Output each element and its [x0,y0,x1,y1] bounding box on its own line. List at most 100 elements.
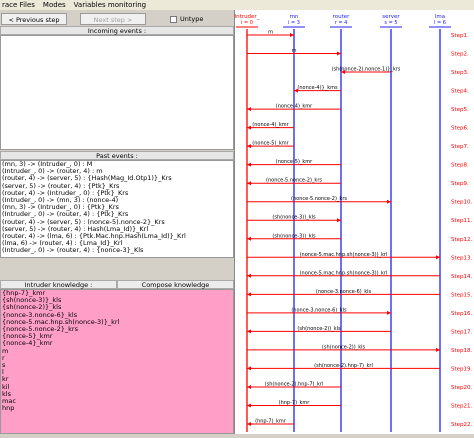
step-label: Step19. [451,366,473,372]
actor-subtitle: s = 5 [384,20,397,26]
knowledge-tabs: Intruder knowledge : Compose knowledge [0,280,234,289]
message-label: (nonce-3.nonce-6)_kls [316,289,372,295]
message-label: m [268,30,273,36]
knowledge-item[interactable]: {sh(nonce-2)}_kls [2,303,62,312]
intruder-knowledge-list[interactable]: {hnp-7}_kmr {sh(nonce-3)}_kls {sh(nonce-2)… [0,289,234,434]
step-label: Step15. [451,292,473,298]
arrowhead [387,310,391,315]
knowledge-item[interactable]: kil [2,382,10,391]
step-label: Step4. [451,89,469,95]
menu-bar: race Files Modes Variables monitoring [0,0,474,10]
knowledge-item[interactable]: {nonce-5.nonce-2}_krs [2,325,78,334]
message-label: (hnp-7)_kmr [279,400,311,406]
arrowhead [436,255,440,260]
step-label: Step3. [451,70,469,76]
left-panel: < Previous step Next step > Untype Incom… [0,10,234,434]
untype-checkbox[interactable]: Untype [170,14,203,24]
knowledge-item[interactable]: {nonce-5}_kmr [2,332,53,341]
arrowhead [247,125,251,130]
arrowhead [247,403,251,408]
message-label: (sh(nonce-3))_kls [272,215,316,221]
knowledge-item[interactable]: kls [2,389,11,398]
message-label: (hnp-7)_kmr [255,419,287,425]
past-event-row[interactable]: (router, 4) -> (server, 5) : (nonce-5).n… [2,217,165,226]
arrowhead [247,384,251,389]
step-toolbar: < Previous step Next step > Untype [0,13,234,25]
menu-modes[interactable]: Modes [42,1,66,9]
step-label: Step17. [451,329,473,335]
arrowhead [337,218,341,223]
step-label: Step18. [451,348,473,354]
step-label: Step9. [451,181,469,187]
arrowhead [247,366,251,371]
actor-subtitle: i = 3 [288,20,300,26]
message-label: (nonce-4)_kmr [252,122,289,128]
actor-subtitle: l = 6 [434,20,446,26]
arrowhead [247,181,251,186]
past-event-row[interactable]: (mn, 3) -> (Intruder_, 0) : M [2,160,93,168]
past-event-row[interactable]: (Intruder_, 0) -> (mn, 3) : (nonce-4) [2,196,119,205]
arrowhead [290,33,294,37]
message-label: (nonce-5)_kmr [252,141,289,147]
past-event-row[interactable]: (lma, 6) -> (router, 4) : {Lma_Id}_Krl [2,239,123,248]
untype-label: Untype [180,15,204,23]
step-label: Step12. [451,237,473,243]
message-label: (nonce-5.nonce-2)_krs [291,196,347,202]
past-event-row[interactable]: (server, 5) -> (router, 4) : {Ptk}_Krs [2,181,120,190]
step-label: Step5. [451,107,469,113]
arrowhead [436,347,440,352]
past-event-row[interactable]: (Intruder_, 0) -> (router, 4) : m [2,167,103,176]
past-event-row[interactable]: (router, 4) -> (Intruder_, 0) : {Ptk}_Kr… [2,188,129,197]
knowledge-item[interactable]: {nonce-5.mac.hnp.sh(nonce-3)}_krl [2,317,120,326]
tab-intruder-knowledge[interactable]: Intruder knowledge : [0,280,117,289]
knowledge-item[interactable]: {nonce-4}_kmr [2,339,53,348]
message-label: (sh(nonce-2).hnp-7)_krl [265,381,324,387]
past-event-row[interactable]: (router, 4) -> (server, 5) : {Hash(Mag_I… [2,174,172,183]
knowledge-item[interactable]: kr [2,375,9,384]
checkbox-box[interactable] [170,15,177,23]
arrowhead [247,292,251,297]
actor-title: lma [435,14,445,20]
step-label: Step2. [451,52,469,58]
past-event-row[interactable]: (Intruder_, 0) -> (router, 4) : {Ptk}_Kr… [2,210,129,219]
arrowhead [294,88,298,93]
step-label: Step6. [451,126,469,132]
past-event-row[interactable]: (mn, 3) -> (Intruder_, 0) : {Ptk}_Krs [2,203,119,212]
message-label: (nonce-4)_kmr [276,104,313,110]
knowledge-item[interactable]: hnp [2,404,15,413]
knowledge-item[interactable]: s [2,361,6,370]
next-step-button[interactable]: Next step > [80,13,146,25]
message-label: m [292,48,297,54]
menu-variables-monitoring[interactable]: Variables monitoring [73,1,147,9]
step-label: Step20. [451,385,473,391]
past-events-list[interactable]: (mn, 3) -> (Intruder_, 0) : M (Intruder_,… [0,160,234,258]
knowledge-item[interactable]: {hnp-7}_kmr [2,289,46,297]
actor-title: mn [290,14,299,20]
knowledge-item[interactable]: l [2,368,4,377]
message-label: (nonce-5.mac.hnp.sh(nonce-3))_krl [300,252,388,258]
knowledge-item[interactable]: {nonce-3.nonce-6}_kls [2,310,78,319]
step-label: Step21. [451,403,473,409]
actor-title: router [333,14,351,20]
incoming-events-list[interactable] [0,35,234,150]
step-label: Step16. [451,311,473,317]
tab-compose-knowledge[interactable]: Compose knowledge [117,280,234,289]
knowledge-item[interactable]: m [2,346,9,355]
knowledge-item[interactable]: mac [2,397,16,406]
knowledge-item[interactable]: {sh(nonce-3)}_kls [2,296,62,305]
actor-subtitle: r = 4 [335,20,348,26]
past-event-row[interactable]: (Intruder_, 0) -> (router, 4) : {nonce-3… [2,246,144,255]
message-label: (sh(nonce-2).hnp-7)_krl [314,363,373,369]
past-event-row[interactable]: (server, 5) -> (router, 4) : Hash(Lma_Id… [2,224,149,233]
arrowhead [337,51,341,56]
message-label: (nonce-5.nonce-2)_krs [266,178,322,184]
arrowhead [247,329,251,334]
knowledge-item[interactable]: r [2,353,5,362]
past-event-row[interactable]: (router, 4) -> (lma, 6) : {Ptk.Mac.hnp.H… [2,232,186,241]
arrowhead [247,144,251,149]
menu-trace-files[interactable]: race Files [2,1,35,9]
past-events-title: Past events : [0,151,234,160]
previous-step-button[interactable]: < Previous step [1,13,67,25]
incoming-events-title: Incoming events : [0,26,234,35]
